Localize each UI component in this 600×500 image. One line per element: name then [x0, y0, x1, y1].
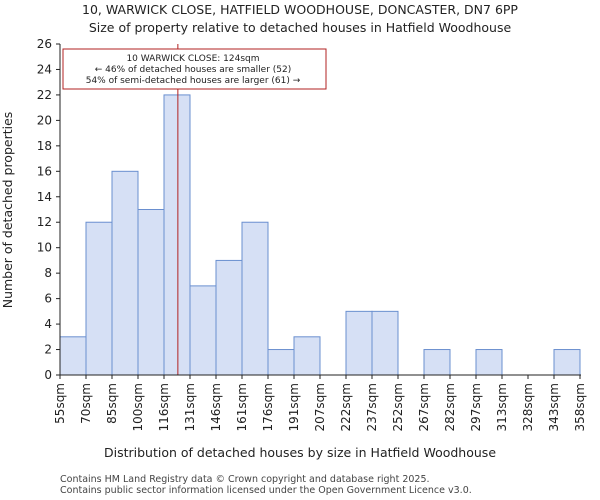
x-tick-label: 191sqm [287, 383, 301, 431]
x-tick-label: 131sqm [183, 383, 197, 431]
annotation-box: 10 WARWICK CLOSE: 124sqm ← 46% of detach… [62, 48, 327, 90]
x-tick-label: 358sqm [573, 383, 587, 431]
bar-146sqm [215, 259, 243, 376]
bar-267sqm [423, 349, 451, 376]
x-axis-label: Distribution of detached houses by size … [104, 445, 496, 460]
bar-343sqm [553, 349, 581, 376]
y-tick-label: 18 [37, 139, 52, 153]
x-tick-label: 85sqm [105, 383, 119, 424]
y-tick-label: 24 [37, 62, 52, 76]
x-tick-label: 237sqm [365, 383, 379, 431]
x-tick-label: 343sqm [547, 383, 561, 431]
bar-116sqm [163, 94, 191, 376]
bars-group [59, 94, 581, 376]
x-tick-label: 176sqm [261, 383, 275, 431]
x-tick-label: 313sqm [495, 383, 509, 431]
bar-237sqm [371, 310, 399, 376]
x-tick-label: 297sqm [469, 383, 483, 431]
x-tick-label: 100sqm [131, 383, 145, 431]
annotation-line-1: 10 WARWICK CLOSE: 124sqm [126, 54, 259, 64]
x-tick-label: 282sqm [443, 383, 457, 431]
y-tick-label: 16 [37, 164, 52, 178]
y-tick-label: 14 [37, 190, 52, 204]
x-tick-label: 222sqm [339, 383, 353, 431]
footer-line-1: Contains HM Land Registry data © Crown c… [60, 474, 430, 485]
bar-131sqm [189, 285, 217, 376]
y-tick-label: 0 [44, 368, 52, 382]
chart-subtitle: Size of property relative to detached ho… [89, 20, 512, 35]
x-tick-label: 252sqm [391, 383, 405, 431]
bar-161sqm [241, 221, 269, 376]
y-tick-label: 4 [44, 317, 52, 331]
x-tick-label: 267sqm [417, 383, 431, 431]
x-tick-label: 328sqm [521, 383, 535, 431]
annotation-line-2: ← 46% of detached houses are smaller (52… [95, 65, 292, 75]
x-ticks: 55sqm 70sqm 85sqm 100sqm 116sqm 131sqm 146sqm 1… [53, 375, 587, 431]
y-tick-label: 26 [37, 37, 52, 51]
footer-line-2: Contains public sector information licen… [60, 485, 472, 496]
bar-176sqm [267, 349, 295, 376]
y-tick-label: 2 [44, 343, 52, 357]
x-tick-label: 207sqm [313, 383, 327, 431]
x-tick-label: 161sqm [235, 383, 249, 431]
x-tick-label: 116sqm [157, 383, 171, 431]
bar-55sqm [59, 336, 87, 376]
y-tick-label: 20 [37, 113, 52, 127]
bar-297sqm [475, 349, 503, 376]
y-axis-label: Number of detached properties [0, 112, 15, 309]
y-tick-label: 8 [44, 266, 52, 280]
chart-title: 10, WARWICK CLOSE, HATFIELD WOODHOUSE, D… [82, 2, 518, 17]
bar-85sqm [111, 170, 139, 376]
y-tick-label: 10 [37, 241, 52, 255]
x-tick-label: 146sqm [209, 383, 223, 431]
annotation-border [62, 48, 327, 90]
bar-191sqm [293, 336, 321, 376]
bar-222sqm [345, 310, 373, 376]
x-tick-label: 55sqm [53, 383, 67, 424]
bar-100sqm [137, 209, 165, 376]
y-tick-label: 22 [37, 88, 52, 102]
bar-70sqm [85, 221, 113, 376]
x-tick-label: 70sqm [79, 383, 93, 424]
annotation-line-3: 54% of semi-detached houses are larger (… [86, 76, 301, 86]
y-tick-label: 12 [37, 215, 52, 229]
y-tick-label: 6 [44, 292, 52, 306]
